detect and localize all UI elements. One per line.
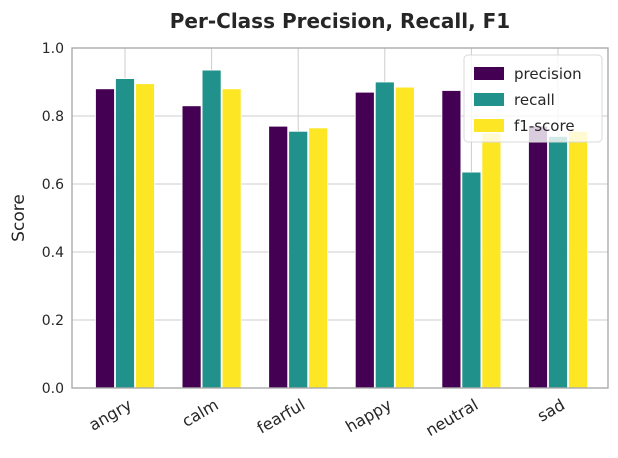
bar-precision-angry bbox=[95, 88, 115, 389]
bar-f1-score-angry bbox=[135, 83, 155, 389]
x-tick-label: calm bbox=[179, 395, 222, 431]
y-tick-label: 0.0 bbox=[42, 381, 64, 397]
x-ticks: angry calm fearful happy neutral sad bbox=[86, 395, 568, 440]
legend: precision recall f1-score bbox=[463, 54, 603, 143]
bar-f1-score-calm bbox=[221, 88, 242, 389]
bar-precision-fearful bbox=[268, 125, 289, 389]
legend-swatch-precision bbox=[474, 67, 504, 80]
chart-title: Per-Class Precision, Recall, F1 bbox=[170, 9, 510, 33]
bars-layer bbox=[95, 69, 588, 389]
bar-recall-calm bbox=[201, 69, 222, 389]
x-tick-label: neutral bbox=[422, 395, 481, 440]
bar-f1-score-happy bbox=[394, 86, 415, 389]
legend-label: recall bbox=[514, 91, 555, 109]
y-tick-label: 0.8 bbox=[42, 109, 64, 125]
bar-precision-neutral bbox=[441, 90, 462, 389]
bar-f1-score-sad bbox=[568, 130, 588, 389]
bar-recall-sad bbox=[548, 135, 568, 389]
bar-f1-score-fearful bbox=[308, 127, 329, 389]
y-tick-label: 0.4 bbox=[42, 245, 64, 261]
y-tick-label: 0.2 bbox=[42, 313, 64, 329]
bar-recall-fearful bbox=[288, 130, 309, 389]
legend-swatch-recall bbox=[474, 93, 504, 106]
x-tick-label: fearful bbox=[254, 395, 309, 437]
x-tick-label: sad bbox=[534, 395, 568, 426]
y-ticks: 0.0 0.2 0.4 0.6 0.8 1.0 bbox=[42, 41, 64, 397]
bar-recall-neutral bbox=[461, 171, 482, 389]
bar-precision-calm bbox=[181, 105, 202, 389]
y-axis-label: Score bbox=[9, 194, 29, 242]
plot-frame bbox=[71, 47, 609, 389]
x-tick-label: angry bbox=[86, 395, 135, 435]
bar-f1-score-neutral bbox=[481, 132, 502, 389]
legend-label: f1-score bbox=[514, 117, 575, 135]
bar-precision-happy bbox=[354, 91, 375, 389]
legend-label: precision bbox=[514, 65, 582, 83]
bar-recall-happy bbox=[374, 81, 395, 389]
y-tick-label: 0.6 bbox=[42, 177, 64, 193]
legend-swatch-f1-score bbox=[474, 119, 504, 132]
y-tick-label: 1.0 bbox=[42, 41, 64, 57]
x-tick-label: happy bbox=[342, 395, 395, 436]
bar-recall-angry bbox=[115, 78, 135, 389]
bar-precision-sad bbox=[528, 125, 548, 389]
